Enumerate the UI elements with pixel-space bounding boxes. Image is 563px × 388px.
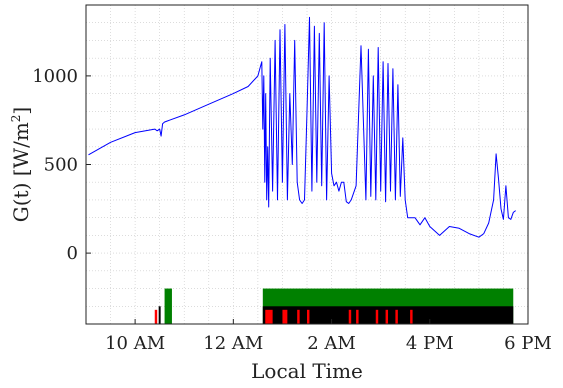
status-band-red bbox=[395, 309, 398, 324]
x-tick-label: 12 AM bbox=[203, 333, 263, 354]
status-band-red bbox=[282, 309, 288, 324]
status-band-red bbox=[297, 309, 300, 324]
series-layer bbox=[88, 16, 516, 238]
irradiance-series-line bbox=[88, 16, 516, 238]
status-band-black bbox=[158, 306, 161, 324]
y-tick-label: 1000 bbox=[32, 66, 78, 87]
status-band-red bbox=[356, 309, 359, 324]
y-tick-label: 0 bbox=[67, 243, 78, 264]
y-tick-label: 500 bbox=[44, 155, 78, 176]
x-tick-label: 2 AM bbox=[307, 333, 356, 354]
status-band-red bbox=[265, 309, 273, 324]
x-tick-label: 10 AM bbox=[105, 333, 165, 354]
y-axis-label-main: G(t) [W/m bbox=[9, 122, 33, 222]
x-axis: 10 AM 12 AM 2 AM 4 PM 6 PM bbox=[105, 319, 552, 354]
status-band bbox=[154, 288, 514, 324]
y-axis: 0 500 1000 bbox=[32, 66, 91, 264]
status-band-red bbox=[154, 309, 158, 324]
status-band-red bbox=[385, 309, 389, 324]
status-band-red bbox=[410, 309, 413, 324]
y-axis-label-superscript: 2 bbox=[9, 115, 23, 123]
status-band-red bbox=[375, 309, 379, 324]
x-axis-label: Local Time bbox=[251, 359, 363, 383]
status-band-red bbox=[307, 309, 310, 324]
y-axis-label: G(t) [W/m2] bbox=[9, 107, 33, 223]
status-band-red bbox=[348, 309, 352, 324]
x-tick-label: 4 PM bbox=[406, 333, 454, 354]
status-band-green bbox=[164, 288, 172, 324]
y-axis-label-end: ] bbox=[9, 107, 33, 115]
x-tick-label: 6 PM bbox=[504, 333, 552, 354]
plot-area bbox=[85, 4, 529, 325]
